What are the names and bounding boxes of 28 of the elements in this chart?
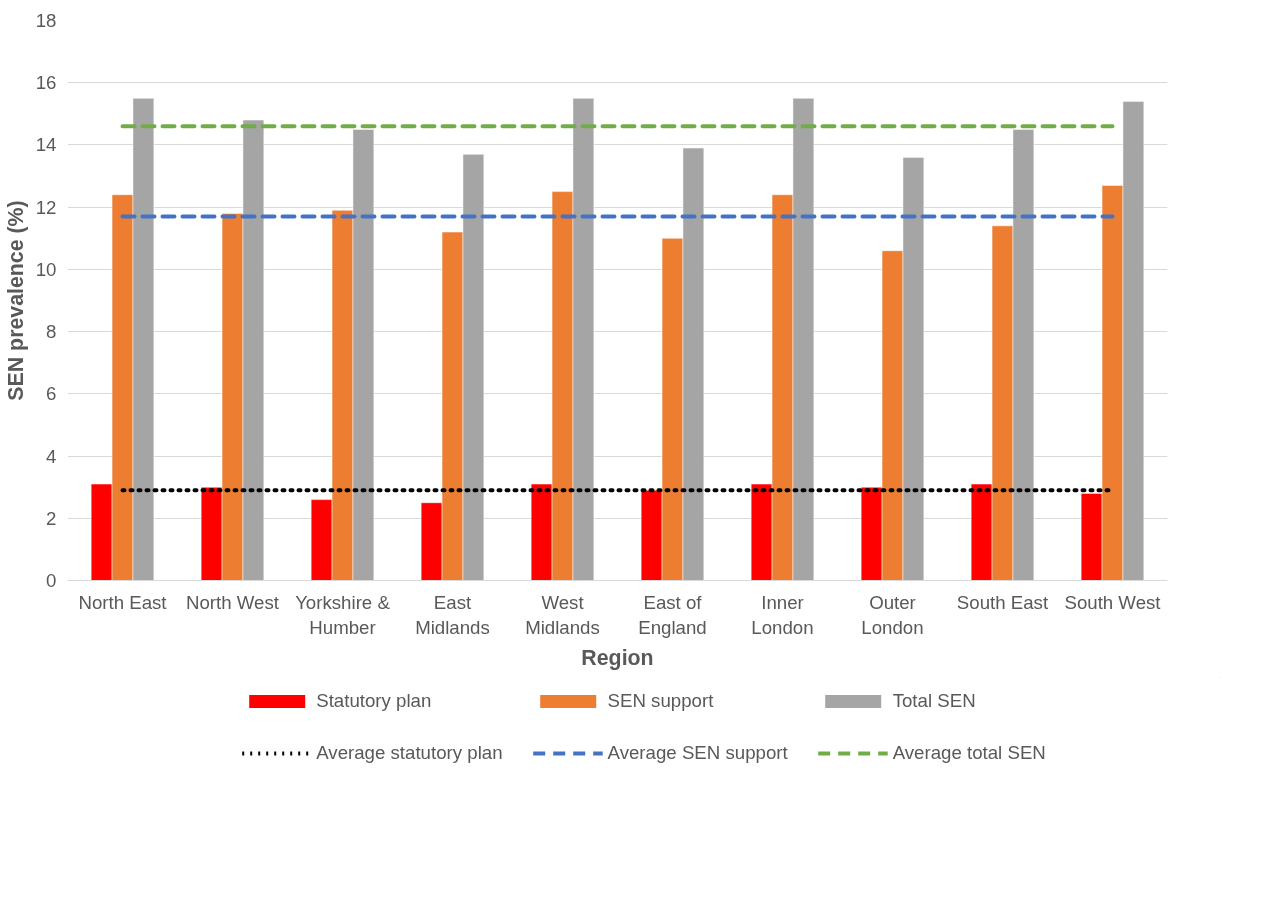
y-tick-label: 0 bbox=[46, 570, 57, 591]
x-tick-label: Outer London bbox=[861, 591, 924, 638]
x-tick-label: West Midlands bbox=[525, 591, 600, 638]
x-tick-label: Inner London bbox=[751, 591, 814, 638]
x-tick-label: South West bbox=[1064, 591, 1162, 613]
y-tick-label: 4 bbox=[46, 445, 57, 467]
y-tick-label: 8 bbox=[46, 321, 57, 343]
legend-label: Statutory plan bbox=[316, 690, 432, 712]
y-tick-label: 14 bbox=[35, 134, 57, 156]
x-tick-label: East of England bbox=[638, 591, 707, 638]
legend-label: Average total SEN bbox=[892, 742, 1046, 764]
y-axis-title: SEN prevalence (%) bbox=[3, 200, 28, 401]
legend-label: Average statutory plan bbox=[316, 742, 503, 764]
y-tick-label: 16 bbox=[35, 72, 57, 94]
y-tick-label: 18 bbox=[35, 10, 57, 31]
y-tick-label: 2 bbox=[46, 507, 57, 529]
y-tick-label: 12 bbox=[35, 196, 57, 218]
x-tick-label: South East bbox=[956, 591, 1049, 613]
x-axis-title: Region bbox=[581, 645, 654, 670]
x-tick-label: East Midlands bbox=[415, 591, 490, 638]
legend-label: SEN support bbox=[607, 690, 714, 712]
y-tick-label: 6 bbox=[46, 383, 57, 405]
legend-label: Average SEN support bbox=[607, 742, 788, 764]
x-tick-label: Yorkshire & Humber bbox=[295, 591, 391, 638]
legend-label: Total SEN bbox=[892, 690, 976, 712]
x-tick-label: North West bbox=[186, 591, 280, 613]
x-tick-label: North East bbox=[78, 591, 168, 613]
y-tick-label: 10 bbox=[35, 258, 57, 280]
